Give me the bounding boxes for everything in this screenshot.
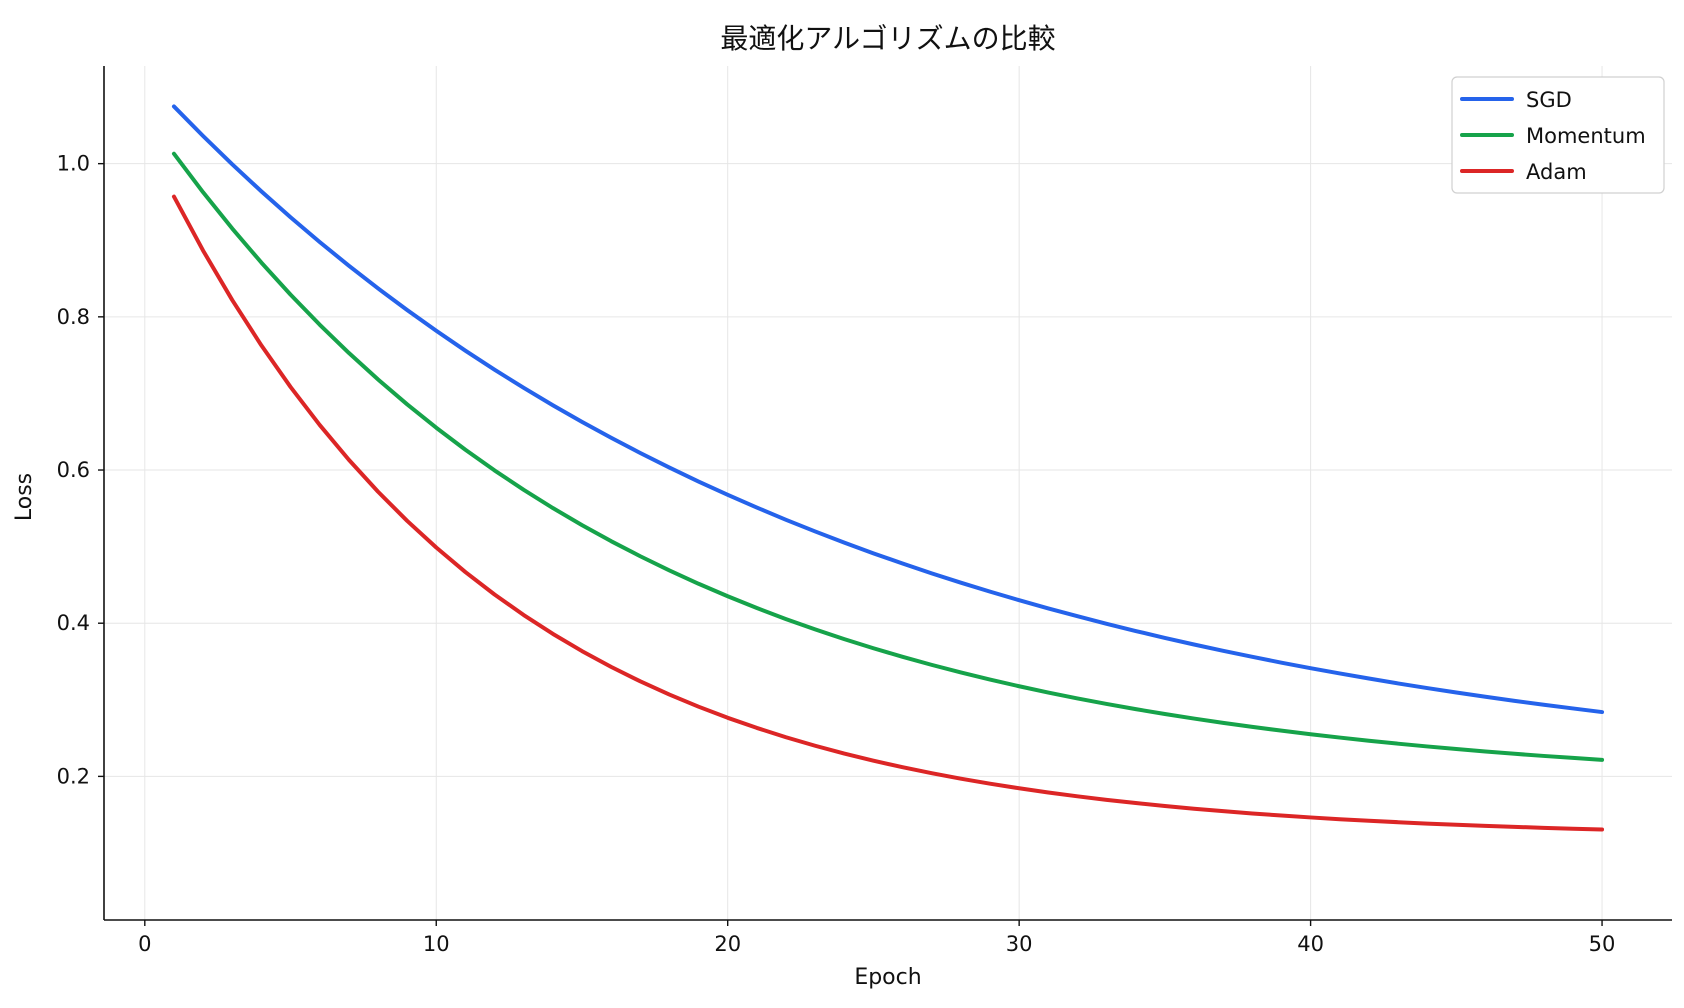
legend-label: Adam bbox=[1526, 160, 1587, 184]
grid-lines bbox=[104, 66, 1672, 920]
y-tick-label: 1.0 bbox=[57, 152, 90, 176]
y-tick-label: 0.4 bbox=[57, 611, 90, 635]
series-line-adam bbox=[171, 194, 1605, 832]
x-axis-label: Epoch bbox=[854, 965, 921, 990]
y-tick-label: 0.8 bbox=[57, 305, 90, 329]
legend-box bbox=[1451, 76, 1665, 194]
y-tick-label: 0.2 bbox=[57, 764, 90, 788]
legend: SGD Momentum Adam bbox=[1451, 76, 1665, 194]
legend-label: SGD bbox=[1526, 88, 1572, 112]
tick-labels: 0 10 20 30 40 50 0.2 0.4 0.6 0.8 1.0 bbox=[57, 152, 1616, 956]
y-tick-label: 0.6 bbox=[57, 458, 90, 482]
x-tick-label: 40 bbox=[1297, 932, 1324, 956]
y-axis-label: Loss bbox=[12, 473, 37, 521]
legend-label: Momentum bbox=[1526, 124, 1646, 148]
x-tick-label: 30 bbox=[1006, 932, 1033, 956]
axes bbox=[103, 66, 1672, 921]
chart-title: 最適化アルゴリズムの比較 bbox=[720, 22, 1055, 55]
x-tick-label: 50 bbox=[1589, 932, 1616, 956]
x-tick-label: 20 bbox=[714, 932, 741, 956]
x-tick-label: 0 bbox=[138, 932, 151, 956]
series-line-momentum bbox=[171, 151, 1605, 762]
data-series bbox=[171, 104, 1605, 832]
x-tick-label: 10 bbox=[423, 932, 450, 956]
series-line-sgd bbox=[171, 104, 1605, 715]
